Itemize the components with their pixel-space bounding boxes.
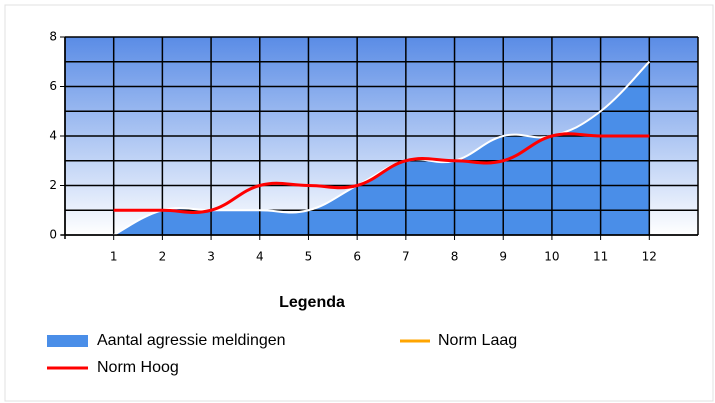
x-tick-label: 12 (642, 250, 657, 264)
legend-label: Norm Laag (438, 332, 517, 349)
y-tick-label: 2 (49, 178, 57, 192)
x-tick-label: 1 (110, 250, 118, 264)
x-tick-label: 6 (353, 250, 361, 264)
x-tick-label: 9 (499, 250, 507, 264)
legend-title: Legenda (279, 294, 345, 311)
y-tick-label: 0 (49, 228, 57, 242)
x-tick-label: 7 (402, 250, 410, 264)
legend-label: Aantal agressie meldingen (97, 332, 286, 349)
x-tick-label: 4 (256, 250, 264, 264)
area (113, 61, 650, 235)
x-tick-label: 10 (544, 250, 559, 264)
y-tick-label: 4 (49, 129, 57, 143)
x-tick-label: 3 (207, 250, 215, 264)
y-tick-label: 8 (49, 30, 57, 44)
y-tick-label: 6 (49, 79, 57, 93)
x-tick-label: 2 (159, 250, 167, 264)
frame (4, 4, 714, 402)
legend-label: Norm Hoog (97, 359, 179, 376)
line (113, 132, 650, 214)
x-tick-label: 11 (593, 250, 608, 264)
x-tick-label: 8 (451, 250, 459, 264)
legend-swatch (47, 335, 88, 347)
x-tick-label: 5 (305, 250, 313, 264)
